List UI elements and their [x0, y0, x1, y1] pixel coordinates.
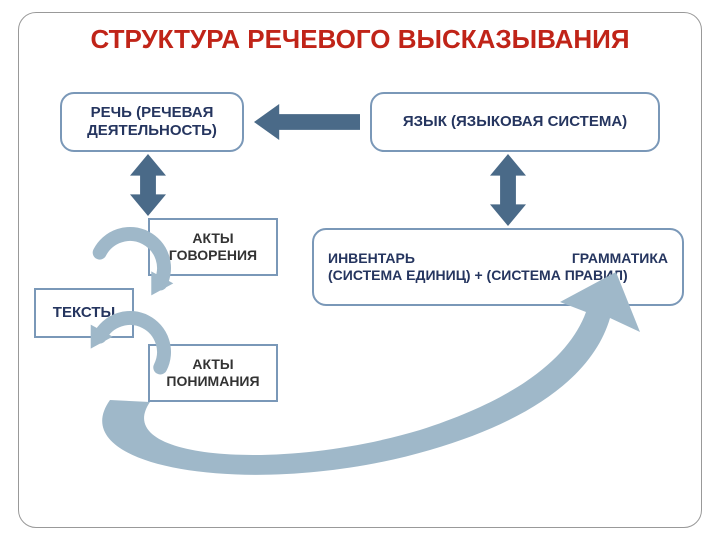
- node-acts-understand: АКТЫПОНИМАНИЯ: [148, 344, 278, 402]
- label: АКТЫГОВОРЕНИЯ: [169, 230, 257, 264]
- label: АКТЫПОНИМАНИЯ: [166, 356, 259, 390]
- label: ТЕКСТЫ: [53, 304, 115, 322]
- node-acts-speaking: АКТЫГОВОРЕНИЯ: [148, 218, 278, 276]
- node-inventory: ИНВЕНТАРЬГРАММАТИКА(СИСТЕМА ЕДИНИЦ) + (С…: [312, 228, 684, 306]
- node-language: ЯЗЫК (ЯЗЫКОВАЯ СИСТЕМА): [370, 92, 660, 152]
- slide-title: СТРУКТУРА РЕЧЕВОГО ВЫСКАЗЫВАНИЯ: [0, 24, 720, 55]
- node-texts: ТЕКСТЫ: [34, 288, 134, 338]
- label: РЕЧЬ (РЕЧЕВАЯДЕЯТЕЛЬНОСТЬ): [87, 104, 217, 140]
- label: ЯЗЫК (ЯЗЫКОВАЯ СИСТЕМА): [403, 113, 627, 131]
- label: ИНВЕНТАРЬГРАММАТИКА(СИСТЕМА ЕДИНИЦ) + (С…: [314, 250, 682, 284]
- node-speech: РЕЧЬ (РЕЧЕВАЯДЕЯТЕЛЬНОСТЬ): [60, 92, 244, 152]
